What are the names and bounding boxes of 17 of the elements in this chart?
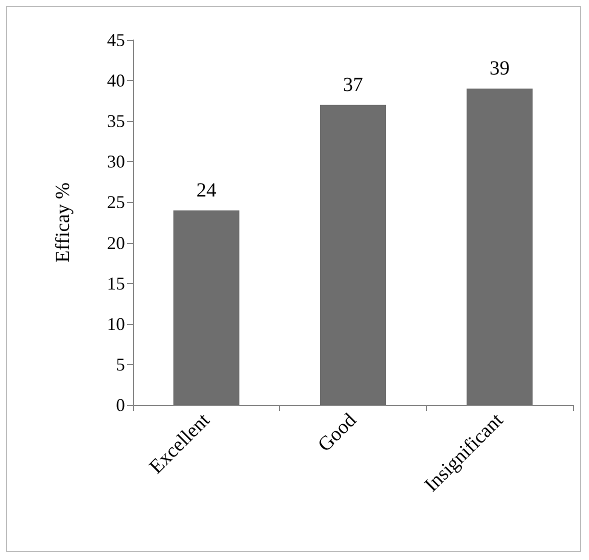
- bar: [466, 88, 533, 405]
- y-tick-label: 15: [107, 273, 125, 294]
- bar: [173, 210, 240, 405]
- y-tick-label: 25: [107, 192, 125, 212]
- y-tick-label: 35: [107, 111, 125, 132]
- bar: [320, 104, 386, 405]
- y-tick-label: 45: [107, 30, 125, 50]
- y-tick-label: 20: [107, 232, 125, 253]
- data-label: 37: [343, 74, 363, 96]
- data-label: 39: [490, 58, 510, 80]
- y-tick-label: 30: [107, 152, 125, 172]
- y-tick-label: 0: [116, 395, 125, 415]
- y-tick-label: 10: [107, 314, 125, 334]
- y-tick-label: 40: [107, 70, 125, 91]
- y-axis-title: Efficay %: [52, 182, 74, 263]
- y-tick-label: 5: [116, 354, 125, 374]
- data-label: 24: [196, 179, 216, 202]
